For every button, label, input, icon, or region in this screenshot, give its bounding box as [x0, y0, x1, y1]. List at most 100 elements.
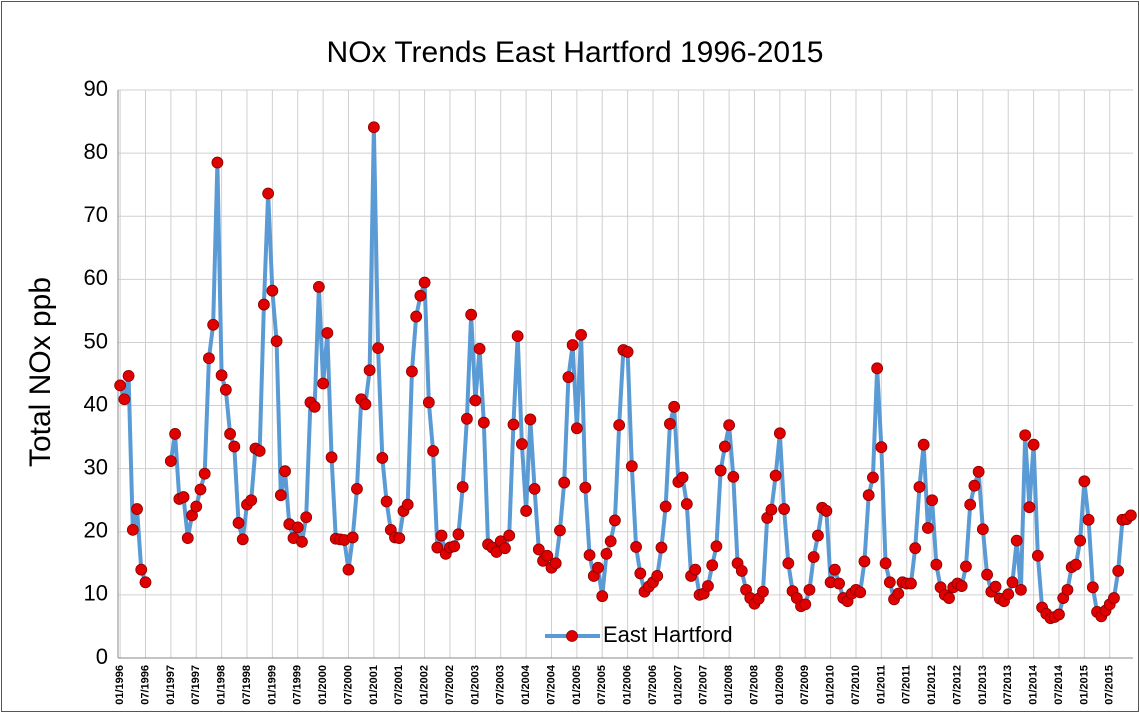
x-tick-label: 07/2010 — [850, 665, 862, 705]
marker — [820, 505, 833, 517]
marker — [976, 523, 989, 536]
x-tick-label: 01/1999 — [266, 665, 278, 705]
marker — [604, 535, 617, 548]
marker — [1086, 581, 1099, 594]
marker — [862, 489, 875, 502]
y-tick-label: 30 — [84, 454, 108, 479]
marker — [570, 422, 583, 435]
marker — [714, 464, 727, 477]
marker — [854, 586, 867, 599]
x-tick-label: 07/2006 — [647, 665, 659, 705]
marker — [448, 540, 461, 553]
marker — [1015, 583, 1027, 596]
marker — [262, 187, 275, 200]
marker — [905, 577, 917, 590]
x-tick-label: 01/2013 — [977, 665, 989, 705]
legend-marker — [566, 630, 578, 642]
marker — [1031, 549, 1044, 562]
marker — [1023, 501, 1036, 514]
x-tick-label: 01/2011 — [875, 665, 887, 704]
marker — [312, 281, 325, 293]
marker — [131, 503, 143, 515]
marker — [342, 563, 355, 576]
marker — [219, 383, 232, 396]
y-tick-label: 80 — [84, 139, 108, 164]
marker — [727, 470, 740, 483]
marker — [558, 476, 571, 489]
x-tick-label: 01/2005 — [571, 665, 583, 705]
marker — [1053, 608, 1065, 621]
marker — [778, 503, 790, 515]
marker — [782, 557, 795, 570]
marker — [828, 563, 841, 576]
marker — [232, 517, 245, 529]
x-tick-label: 01/2000 — [317, 665, 329, 705]
marker — [1061, 583, 1074, 596]
marker — [363, 364, 376, 377]
marker — [139, 576, 152, 589]
x-tick-label: 07/2002 — [444, 665, 456, 705]
marker — [1078, 475, 1091, 488]
marker — [833, 577, 845, 590]
x-tick-label: 01/2002 — [419, 665, 431, 705]
marker — [600, 547, 613, 560]
marker — [164, 455, 177, 467]
marker — [955, 580, 968, 592]
marker — [917, 438, 930, 451]
y-tick-label: 0 — [96, 644, 108, 669]
marker — [414, 289, 427, 302]
x-tick-label: 01/2014 — [1028, 664, 1040, 705]
marker — [1124, 509, 1137, 522]
marker — [664, 417, 676, 430]
marker — [676, 471, 689, 484]
marker — [765, 503, 778, 516]
marker — [427, 445, 439, 457]
marker — [625, 460, 638, 473]
y-tick-label: 90 — [84, 76, 108, 101]
marker — [968, 479, 981, 492]
marker — [723, 419, 736, 432]
marker — [621, 346, 634, 358]
marker — [651, 570, 664, 582]
marker — [524, 413, 537, 426]
marker — [291, 521, 304, 534]
marker — [469, 394, 482, 407]
marker — [114, 379, 127, 392]
marker — [943, 592, 955, 604]
x-tick-label: 01/2009 — [774, 665, 786, 705]
marker — [875, 441, 888, 454]
marker — [883, 576, 896, 589]
marker — [532, 543, 545, 556]
marker — [503, 529, 516, 542]
marker — [410, 310, 423, 323]
marker — [325, 451, 338, 464]
marker — [879, 557, 892, 570]
x-tick-label: 07/2003 — [495, 665, 507, 705]
marker — [317, 377, 330, 390]
marker — [689, 563, 702, 576]
marker — [634, 567, 647, 580]
marker — [431, 541, 444, 554]
marker — [757, 585, 769, 598]
marker — [435, 529, 448, 542]
x-tick-label: 07/2013 — [1002, 665, 1014, 705]
marker — [477, 416, 490, 429]
marker — [981, 568, 993, 581]
marker — [1082, 513, 1095, 526]
chart-title: NOx Trends East Hartford 1996-2015 — [327, 36, 824, 69]
marker — [258, 298, 270, 311]
marker — [194, 483, 207, 496]
marker — [401, 498, 414, 511]
marker — [583, 549, 596, 562]
x-tick-label: 07/2005 — [596, 665, 608, 705]
x-tick-label: 01/1996 — [114, 665, 126, 705]
marker — [735, 565, 748, 577]
marker — [668, 400, 681, 413]
marker — [706, 559, 719, 572]
marker — [867, 471, 879, 484]
marker — [465, 308, 478, 321]
marker — [520, 505, 533, 517]
marker — [198, 467, 211, 480]
marker — [596, 590, 609, 603]
